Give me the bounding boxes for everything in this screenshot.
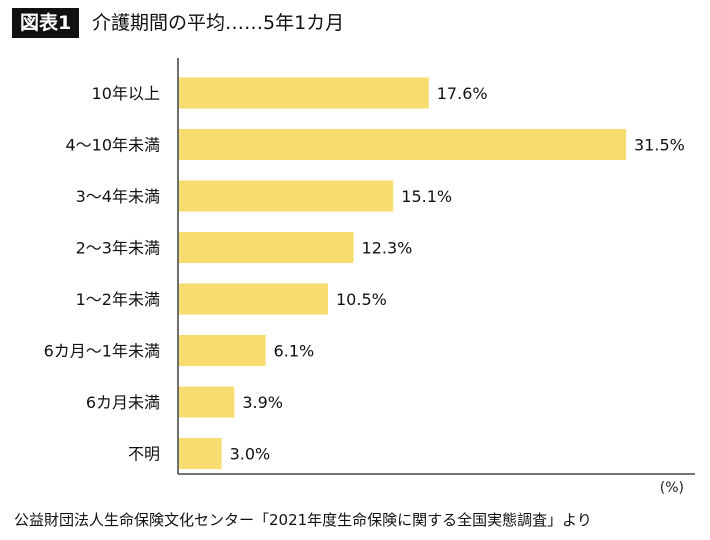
bar-chart: 10年以上 17.6% 4～10年未満 31.5% 3～4年未満 15.1% 2～3年未満 1… [44, 58, 695, 475]
value-label: 3.9% [242, 393, 283, 412]
category-label: 6カ月～1年未満 [44, 342, 160, 361]
bar [179, 283, 328, 315]
bar [179, 232, 354, 263]
value-label: 17.6% [437, 84, 488, 103]
category-label: 3～4年未満 [76, 187, 160, 206]
source-note: 公益財団法人生命保険文化センター「2021年度生命保険に関する全国実態調査」より [14, 511, 592, 529]
bar [179, 335, 266, 366]
bar [179, 77, 429, 109]
bar [179, 180, 394, 212]
value-label: 6.1% [274, 342, 315, 361]
unit-label: (%) [659, 480, 684, 496]
bar [179, 438, 222, 469]
value-label: 15.1% [401, 187, 452, 206]
bar [179, 386, 235, 418]
category-label: 2～3年未満 [76, 239, 160, 258]
bar [179, 129, 626, 160]
value-label: 12.3% [362, 239, 413, 258]
category-label: 4～10年未満 [65, 136, 160, 155]
category-label: 10年以上 [92, 84, 160, 103]
category-label: 不明 [128, 445, 160, 464]
category-label: 6カ月未満 [86, 393, 160, 412]
category-label: 1～2年未満 [76, 290, 160, 309]
chart-title: 介護期間の平均……5年1カ月 [92, 12, 345, 34]
value-label: 3.0% [230, 445, 271, 464]
value-label: 31.5% [634, 136, 685, 155]
value-label: 10.5% [336, 290, 387, 309]
figure-badge: 図表1 [12, 8, 80, 38]
